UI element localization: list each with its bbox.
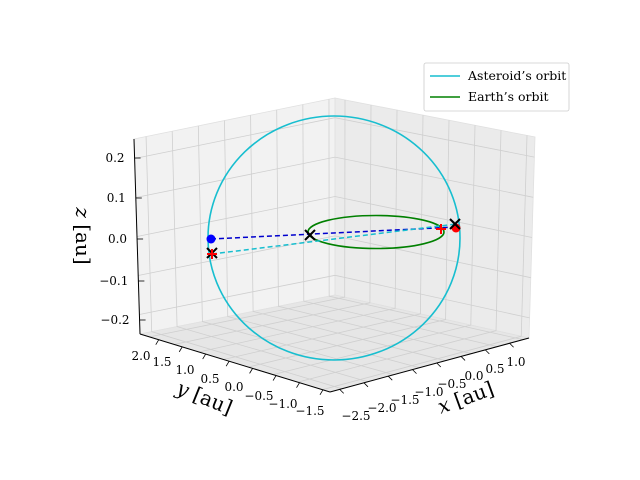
- marker-blue-dot: [206, 234, 216, 244]
- z-axis-label: z [au]: [71, 206, 95, 264]
- grid-line-z: [136, 196, 533, 238]
- legend-label-asteroid: Asteroid’s orbit: [467, 68, 566, 83]
- legend-label-earth: Earth’s orbit: [468, 89, 549, 104]
- grid-line-x: [272, 125, 476, 375]
- x-tick-label: 0.0: [464, 369, 483, 383]
- y-tick-label: 0.0: [224, 380, 243, 394]
- grid-line-y: [197, 125, 394, 376]
- markers: [206, 218, 461, 259]
- legend: Asteroid’s orbit Earth’s orbit: [423, 62, 570, 112]
- grid-line-z: [138, 235, 531, 279]
- grid-line-x: [174, 105, 372, 345]
- legend-frame: [423, 62, 570, 112]
- ticks: −0.2−0.10.00.10.2−1.5−1.0−0.50.00.51.01.…: [99, 151, 525, 423]
- grid-line-z: [134, 117, 535, 159]
- y-tick-label: 2.0: [131, 349, 150, 363]
- y-tick-label: −1.5: [295, 404, 324, 418]
- marker-x-right: [449, 218, 461, 230]
- x-tick-mark: [339, 389, 344, 394]
- y-axis-line: [139, 333, 331, 393]
- grid-line-x: [198, 110, 398, 353]
- marker-x-center: [304, 229, 316, 241]
- grid-line-z: [135, 156, 534, 198]
- x-tick-mark: [485, 349, 490, 355]
- x-tick-mark: [387, 375, 393, 381]
- grid-line-y: [328, 99, 524, 341]
- grid-line-y: [171, 131, 368, 383]
- marker-plus-left: [207, 249, 217, 259]
- x-tick-label: −2.5: [341, 409, 370, 423]
- grid-line-x: [223, 115, 424, 360]
- marker-plus-right: [436, 224, 446, 234]
- y-tick-mark: [272, 375, 277, 381]
- x-tick-mark: [509, 342, 514, 348]
- grid-line-y: [224, 120, 420, 369]
- grid-line-x: [149, 99, 346, 338]
- dashed-line-cyan: [211, 223, 457, 255]
- y-tick-label: 1.0: [175, 363, 194, 377]
- y-tick-mark: [155, 339, 160, 345]
- x-tick-mark: [412, 369, 417, 374]
- z-tick-label: 0.1: [107, 191, 126, 205]
- x-tick-mark: [436, 362, 442, 368]
- y-tick-mark: [296, 382, 300, 388]
- x-tick-label: 1.0: [506, 355, 525, 369]
- x-tick-label: −1.0: [414, 385, 443, 399]
- grid-line-z: [139, 274, 530, 319]
- y-tick-mark: [202, 353, 207, 360]
- x-tick-mark: [460, 356, 466, 361]
- pane-left-wall: [133, 97, 336, 335]
- marker-x-center-stroke: [304, 229, 316, 241]
- y-tick-label: −1.0: [268, 397, 297, 411]
- marker-x-right-stroke: [449, 218, 461, 230]
- y-tick-label: 0.5: [200, 372, 219, 386]
- grid-line-y: [250, 115, 446, 362]
- x-tick-label: −0.5: [437, 377, 466, 391]
- x-axis-line: [329, 337, 530, 393]
- y-tick-mark: [225, 361, 230, 367]
- z-axis-line: [133, 138, 141, 335]
- x-tick-label: 0.5: [485, 362, 504, 376]
- grid-line-x: [322, 135, 528, 391]
- y-tick-label: −0.5: [244, 389, 273, 403]
- z-tick-label: 0.2: [105, 151, 124, 165]
- axes: [133, 138, 530, 393]
- x-tick-label: −2.0: [367, 401, 396, 415]
- z-tick-label: 0.0: [108, 232, 127, 246]
- x-tick-label: −1.5: [390, 393, 419, 407]
- grid-line-y: [302, 104, 498, 348]
- y-tick-mark: [178, 346, 183, 353]
- grid-line-y: [145, 136, 343, 390]
- grid-line-x: [297, 130, 502, 383]
- y-tick-mark: [319, 389, 324, 396]
- y-tick-mark: [249, 368, 253, 374]
- y-tick-label: 1.5: [152, 355, 171, 369]
- grid: [134, 99, 535, 391]
- z-tick-label: −0.2: [100, 313, 129, 327]
- z-tick-label: −0.1: [99, 274, 128, 288]
- x-tick-mark: [363, 382, 369, 388]
